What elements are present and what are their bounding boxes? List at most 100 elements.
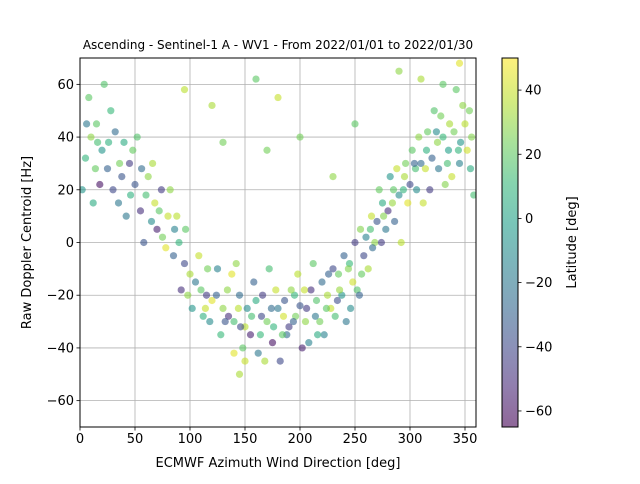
scatter-point	[378, 199, 387, 207]
scatter-point	[316, 317, 324, 326]
scatter-point	[83, 120, 91, 128]
scatter-point	[274, 304, 282, 312]
scatter-point	[80, 186, 86, 194]
scatter-point	[426, 186, 434, 194]
scatter-point	[254, 349, 262, 357]
x-tick-label: 250	[343, 432, 368, 447]
scatter-point	[268, 339, 277, 347]
scatter-point	[120, 138, 128, 146]
scatter-point	[98, 146, 106, 154]
scatter-point	[367, 212, 376, 220]
colorbar-tick-label: −40	[525, 340, 552, 355]
scatter-point	[276, 357, 284, 365]
scatter-point	[213, 265, 222, 273]
scatter-point	[138, 165, 146, 173]
scatter-point	[336, 286, 344, 294]
scatter-point	[347, 304, 355, 312]
scatter-point	[366, 225, 374, 233]
scatter-point	[100, 80, 108, 88]
scatter-point	[105, 138, 113, 146]
scatter-point	[393, 165, 401, 173]
scatter-point	[91, 165, 99, 173]
y-tick-label: −40	[47, 341, 74, 356]
scatter-point	[397, 238, 405, 247]
scatter-point	[114, 199, 123, 207]
scatter-point	[162, 244, 170, 252]
scatter-point	[318, 278, 326, 286]
scatter-point	[399, 186, 407, 194]
scatter-point	[296, 302, 304, 310]
x-tick-label: 150	[233, 432, 258, 447]
scatter-point	[166, 186, 174, 194]
chart-title: Ascending - Sentinel-1 A - WV1 - From 20…	[83, 38, 473, 52]
scatter-point	[432, 128, 440, 136]
scatter-point	[382, 225, 390, 233]
scatter-point	[281, 296, 289, 305]
scatter-point	[289, 317, 297, 326]
scatter-point	[252, 75, 260, 83]
x-tick-label: 350	[453, 432, 478, 447]
scatter-point	[444, 146, 453, 154]
scatter-point	[437, 112, 445, 120]
scatter-point	[298, 344, 306, 352]
scatter-point	[177, 286, 185, 294]
scatter-point	[395, 67, 403, 75]
scatter-point	[351, 238, 359, 247]
scatter-point	[195, 252, 203, 260]
scatter-point	[151, 199, 159, 207]
scatter-point	[250, 278, 258, 286]
scatter-point	[239, 344, 247, 352]
y-tick-label: 0	[66, 236, 74, 251]
scatter-point	[443, 159, 451, 168]
scatter-point	[136, 207, 145, 215]
scatter-point	[103, 165, 112, 173]
scatter-point	[465, 107, 473, 115]
scatter-point	[118, 173, 126, 181]
scatter-point	[404, 199, 412, 207]
scatter-point	[377, 238, 385, 247]
scatter-point	[270, 323, 278, 331]
grid	[79, 58, 476, 427]
x-tick-label: 100	[178, 432, 203, 447]
scatter-point	[439, 80, 447, 88]
scatter-point	[333, 296, 341, 305]
x-tick-label: 300	[398, 432, 423, 447]
scatter-point	[278, 331, 286, 339]
scatter-point	[267, 304, 275, 312]
scatter-point	[448, 173, 456, 181]
scatter-point	[355, 291, 363, 299]
x-tick-label: 0	[76, 432, 84, 447]
scatter-point	[296, 133, 304, 141]
scatter-point	[428, 154, 436, 162]
colorbar-label: Latitude [deg]	[565, 196, 580, 288]
scatter-point	[259, 291, 267, 299]
scatter-point	[158, 233, 167, 241]
scatter-point	[257, 312, 266, 320]
scatter-point	[85, 93, 93, 102]
y-tick-label: 20	[57, 183, 74, 198]
scatter-point	[415, 133, 423, 141]
scatter-point	[356, 225, 365, 233]
scatter-point	[421, 165, 429, 173]
colorbar-tick-label: 40	[525, 84, 542, 99]
colorbar-tick-label: −60	[525, 404, 552, 419]
scatter-point	[450, 128, 458, 136]
y-axis-ticks: −60 −40 −20 0 20 40 60	[47, 78, 80, 409]
scatter-point	[441, 180, 449, 189]
scatter-point	[391, 217, 399, 226]
scatter-point	[201, 304, 209, 312]
y-axis-label: Raw Doppler Centroid [Hz]	[20, 156, 35, 329]
scatter-point	[419, 199, 427, 207]
scatter-point	[274, 93, 282, 102]
scatter-point	[109, 186, 117, 194]
scatter-point	[439, 133, 447, 141]
scatter-point	[455, 59, 464, 67]
scatter-point	[149, 159, 157, 168]
scatter-point	[329, 265, 337, 273]
scatter-point	[142, 191, 150, 199]
scatter-point	[96, 180, 104, 189]
scatter-point	[459, 101, 467, 110]
scatter-point	[81, 154, 90, 162]
